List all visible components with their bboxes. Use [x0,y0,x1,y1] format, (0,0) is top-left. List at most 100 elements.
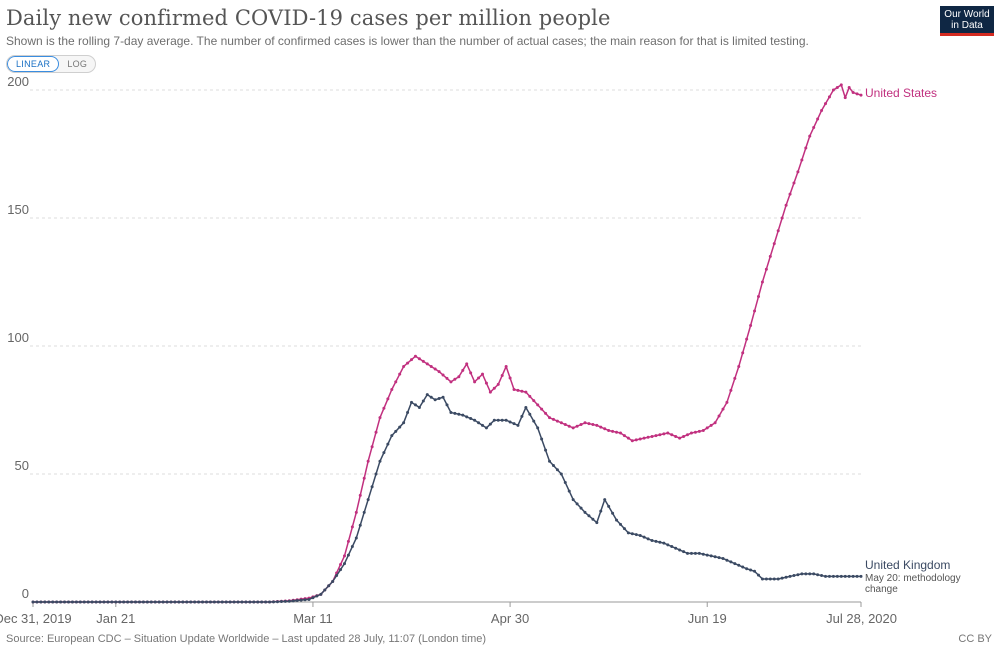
data-point[interactable] [307,597,311,601]
data-point[interactable] [248,600,252,604]
data-point[interactable] [504,418,508,422]
data-point[interactable] [776,577,780,581]
data-point[interactable] [591,517,595,521]
data-point[interactable] [279,600,283,604]
data-point[interactable] [473,418,477,422]
data-point[interactable] [563,423,567,427]
data-point[interactable] [701,428,705,432]
data-point[interactable] [437,370,441,374]
data-point[interactable] [847,574,851,578]
data-point[interactable] [437,396,441,400]
data-point[interactable] [106,600,110,604]
data-point[interactable] [410,400,414,404]
data-point[interactable] [453,411,457,415]
data-point[interactable] [839,574,843,578]
data-point[interactable] [662,432,666,436]
data-point[interactable] [465,362,469,366]
data-point[interactable] [721,407,725,411]
data-point[interactable] [686,433,690,437]
data-point[interactable] [457,412,461,416]
data-point[interactable] [721,556,725,560]
data-point[interactable] [141,600,145,604]
data-point[interactable] [682,550,686,554]
data-point[interactable] [457,375,461,379]
data-point[interactable] [654,434,658,438]
data-point[interactable] [374,472,378,476]
data-point[interactable] [607,428,611,432]
data-point[interactable] [55,600,59,604]
data-point[interactable] [339,562,343,566]
data-point[interactable] [331,580,335,584]
data-point[interactable] [500,418,504,422]
data-point[interactable] [201,600,205,604]
data-point[interactable] [157,600,161,604]
data-point[interactable] [323,588,327,592]
data-point[interactable] [567,424,571,428]
data-point[interactable] [51,600,55,604]
data-point[interactable] [575,502,579,506]
data-point[interactable] [354,510,358,514]
data-point[interactable] [252,600,256,604]
data-point[interactable] [35,600,39,604]
data-point[interactable] [508,420,512,424]
data-point[interactable] [674,434,678,438]
data-point[interactable] [717,414,721,418]
data-point[interactable] [697,429,701,433]
data-point[interactable] [587,422,591,426]
data-point[interactable] [410,358,414,362]
data-point[interactable] [662,541,666,545]
data-point[interactable] [611,429,615,433]
data-point[interactable] [524,405,528,409]
data-point[interactable] [114,600,118,604]
data-point[interactable] [603,498,607,502]
data-point[interactable] [760,280,764,284]
data-point[interactable] [579,506,583,510]
data-point[interactable] [555,419,559,423]
data-point[interactable] [484,381,488,385]
data-point[interactable] [599,509,603,513]
data-point[interactable] [559,421,563,425]
data-point[interactable] [134,600,138,604]
data-point[interactable] [299,598,303,602]
data-point[interactable] [682,434,686,438]
data-point[interactable] [670,545,674,549]
data-point[interactable] [697,551,701,555]
data-point[interactable] [831,88,835,92]
data-point[interactable] [433,398,437,402]
data-point[interactable] [390,388,394,392]
data-point[interactable] [705,426,709,430]
data-point[interactable] [693,551,697,555]
data-point[interactable] [784,203,788,207]
data-point[interactable] [122,600,126,604]
data-point[interactable] [796,170,800,174]
data-point[interactable] [342,554,346,558]
data-point[interactable] [496,418,500,422]
data-point[interactable] [118,600,122,604]
data-point[interactable] [816,117,820,121]
data-point[interactable] [788,574,792,578]
data-point[interactable] [528,394,532,398]
data-point[interactable] [31,600,35,604]
data-point[interactable] [417,357,421,361]
data-point[interactable] [256,600,260,604]
data-point[interactable] [713,555,717,559]
data-point[interactable] [366,498,370,502]
data-point[interactable] [725,558,729,562]
data-point[interactable] [421,399,425,403]
data-point[interactable] [571,426,575,430]
data-point[interactable] [792,574,796,578]
data-point[interactable] [244,600,248,604]
data-point[interactable] [484,426,488,430]
data-point[interactable] [390,434,394,438]
data-point[interactable] [812,572,816,576]
data-point[interactable] [402,364,406,368]
data-point[interactable] [646,537,650,541]
data-point[interactable] [469,371,473,375]
data-point[interactable] [650,539,654,543]
data-point[interactable] [342,562,346,566]
data-point[interactable] [835,574,839,578]
license-link[interactable]: CC BY [958,633,992,645]
data-point[interactable] [713,421,717,425]
log-scale-button[interactable]: LOG [67,59,88,69]
data-point[interactable] [173,600,177,604]
